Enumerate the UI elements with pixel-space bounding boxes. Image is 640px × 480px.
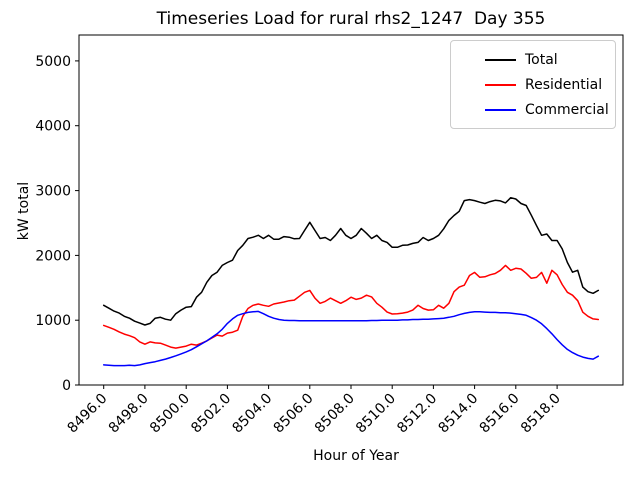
chart-title: Timeseries Load for rural rhs2_1247 Day … [156, 9, 546, 29]
legend-entry-total: Total [485, 47, 609, 72]
legend-line-sample [485, 83, 516, 86]
series-line-residential [102, 264, 600, 349]
legend-entry-commercial: Commercial [485, 97, 609, 122]
y-axis-label: kW total [16, 181, 32, 241]
legend-label: Total [525, 51, 558, 68]
x-tick-label: 8510.0 [353, 391, 399, 437]
legend-label: Residential [525, 76, 603, 93]
series-line-total [102, 196, 600, 326]
legend-label: Commercial [525, 101, 609, 118]
legend-line-sample [485, 108, 516, 111]
y-tick-label: 2000 [35, 248, 71, 264]
x-tick-label: 8508.0 [312, 391, 358, 437]
y-tick-label: 4000 [35, 119, 71, 135]
y-tick-label: 5000 [35, 54, 71, 70]
legend: Total Residential Commercial [450, 40, 616, 129]
legend-line-sample [485, 58, 516, 61]
axes-border [78, 34, 624, 386]
x-tick-label: 8504.0 [229, 391, 275, 437]
x-tick-label: 8516.0 [477, 391, 523, 437]
x-axis-label: Hour of Year [313, 448, 399, 464]
x-tick-label: 8514.0 [435, 391, 481, 437]
y-tick-label: 0 [62, 378, 71, 394]
x-tick-label: 8496.0 [65, 391, 111, 437]
series-line-commercial [102, 310, 600, 367]
x-tick-label: 8498.0 [106, 391, 152, 437]
x-tick-label: 8518.0 [518, 391, 564, 437]
y-tick-label: 1000 [35, 313, 71, 329]
legend-entry-residential: Residential [485, 72, 609, 97]
x-tick-label: 8502.0 [188, 391, 234, 437]
x-tick-label: 8506.0 [271, 391, 317, 437]
x-tick-label: 8500.0 [147, 391, 193, 437]
y-tick-label: 3000 [35, 184, 71, 200]
x-tick-label: 8512.0 [394, 391, 440, 437]
